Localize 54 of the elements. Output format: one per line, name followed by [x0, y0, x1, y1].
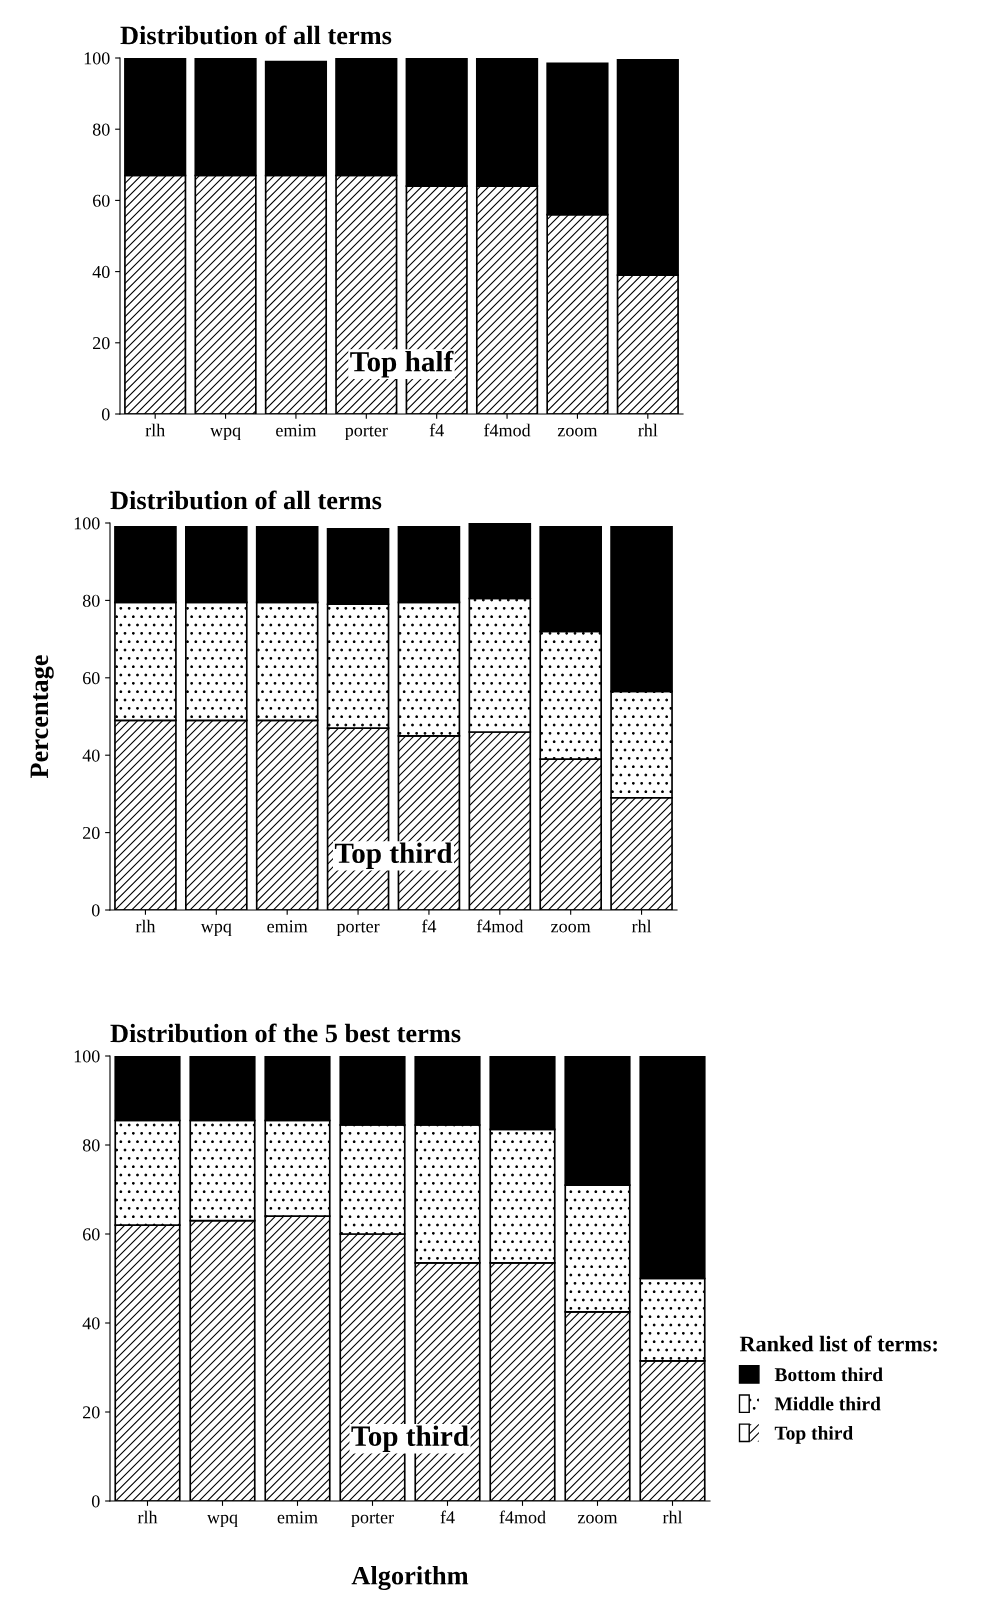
annotation: Top third: [351, 1425, 469, 1452]
y-axis-title: Percentage: [30, 655, 54, 779]
y-tick-label: 100: [74, 517, 100, 530]
y-tick-label: 100: [74, 1050, 100, 1063]
y-tick-label: 80: [82, 1139, 100, 1152]
annotation: Top third: [334, 842, 453, 870]
y-tick-label: 60: [83, 672, 100, 685]
y-tick-label: 60: [83, 1228, 100, 1241]
y-tick-label: 40: [82, 1317, 100, 1330]
x-tick-label: emim: [277, 1511, 318, 1524]
legend-title: Ranked list of terms:: [739, 1335, 937, 1352]
x-tick-label: porter: [336, 922, 380, 937]
x-tick-label: zoom: [557, 427, 598, 437]
x-tick-label: porter: [351, 1513, 394, 1528]
x-tick-label: f4mod: [484, 423, 531, 437]
x-tick-label: f4: [421, 919, 437, 933]
x-tick-label: emim: [276, 424, 317, 437]
x-tick-label: rhl: [638, 423, 658, 437]
x-tick-label: f4mod: [499, 1510, 546, 1524]
y-tick-label: 20: [83, 826, 100, 840]
x-tick-label: porter: [345, 426, 388, 441]
chart-title: Distribution of all terms: [120, 25, 392, 45]
x-tick-label: rlh: [137, 1510, 158, 1524]
x-tick-label: wpq: [200, 923, 232, 937]
x-tick-label: rlh: [145, 423, 165, 437]
x-axis-title: Algorithm: [351, 1565, 469, 1591]
y-tick-label: 100: [84, 52, 110, 65]
legend-label: Bottom third: [774, 1367, 883, 1382]
y-tick-label: 40: [92, 265, 110, 279]
x-tick-label: rhl: [631, 919, 652, 933]
y-tick-label: 80: [92, 123, 110, 136]
y-tick-label: 20: [93, 337, 110, 350]
chart-title: Distribution of all terms: [110, 490, 382, 510]
x-tick-label: wpq: [206, 1514, 238, 1528]
x-tick-label: f4: [440, 1510, 455, 1524]
x-tick-label: emim: [267, 920, 308, 933]
legend-label: Top third: [774, 1426, 854, 1444]
y-tick-label: 20: [83, 1406, 100, 1419]
x-tick-label: f4mod: [476, 919, 524, 933]
annotation: Top half: [350, 350, 454, 378]
y-tick-label: 0: [101, 408, 110, 421]
y-tick-label: 60: [93, 194, 110, 207]
x-tick-label: zoom: [551, 923, 591, 933]
x-tick-label: wpq: [210, 427, 241, 441]
chart-title: Distribution of the 5 best terms: [110, 1023, 461, 1043]
x-tick-label: f4: [429, 423, 444, 437]
x-tick-label: rlh: [135, 919, 156, 933]
y-tick-label: 80: [82, 594, 100, 607]
legend-label: Middle third: [774, 1396, 881, 1411]
x-tick-label: rhl: [662, 1510, 683, 1524]
y-tick-label: 0: [91, 904, 100, 917]
y-tick-label: 0: [91, 1495, 100, 1508]
x-tick-label: zoom: [577, 1514, 618, 1524]
y-tick-label: 40: [82, 749, 100, 762]
